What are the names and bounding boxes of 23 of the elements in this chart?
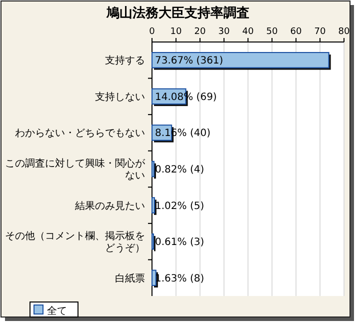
- legend-label: 全て: [47, 305, 67, 317]
- x-tick-label: 20: [194, 27, 206, 37]
- bar: [152, 270, 156, 286]
- y-tick-label: わからない・どちらでもない: [15, 128, 145, 140]
- y-tick-label: 結果のみ見たい: [74, 200, 145, 212]
- x-tick-label: 70: [314, 27, 326, 37]
- x-tick-label: 80: [338, 27, 350, 37]
- y-tick-label: この調査に対して興味・関心がない: [5, 158, 146, 182]
- bar: [152, 197, 155, 214]
- y-tick-label: 支持する: [105, 54, 145, 67]
- x-tick-label: 30: [218, 27, 230, 37]
- y-tick-label: 支持しない: [95, 90, 145, 103]
- bar: [152, 52, 330, 68]
- data-label: 73.67% (361): [155, 56, 224, 67]
- x-tick-label: 50: [266, 27, 278, 37]
- y-tick-label: その他（コメント欄、掲示板をどうぞ）: [5, 230, 145, 254]
- chart-title: 鳩山法務大臣支持率調査: [106, 5, 250, 21]
- y-tick-label: 白紙票: [115, 272, 145, 284]
- data-label: 0.61% (3): [155, 237, 204, 248]
- x-tick-label: 40: [242, 27, 254, 37]
- x-tick-label: 10: [170, 27, 182, 37]
- x-tick-label: 0: [149, 27, 156, 37]
- x-tick-label: 60: [290, 27, 302, 37]
